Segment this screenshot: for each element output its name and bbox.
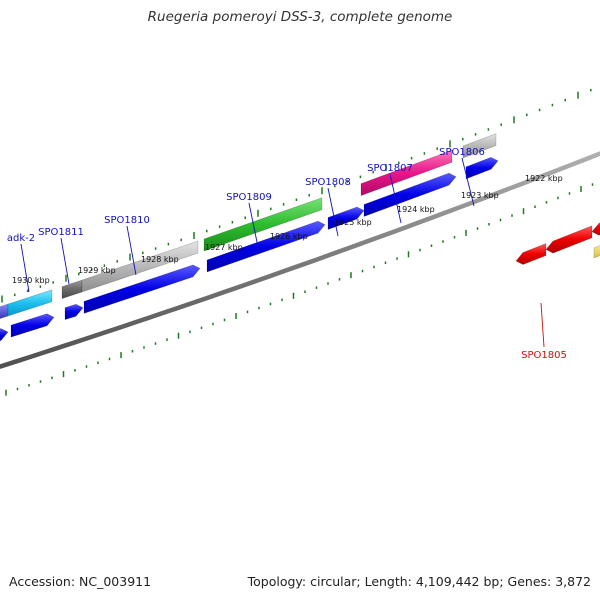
gene-box-right-edge — [593, 245, 600, 259]
cds-arrow-spo1811 — [64, 303, 84, 321]
gene-box-spo1810 — [81, 240, 199, 293]
gene-box-spo1811 — [61, 279, 83, 300]
kbp-label: 1924 kbp — [397, 205, 435, 214]
leader-line — [461, 157, 475, 207]
gene-label: SPO1805 — [521, 350, 567, 361]
genome-summary-text: Topology: circular; Length: 4,109,442 bp… — [247, 574, 591, 589]
gene-box-spo1807 — [360, 149, 453, 197]
gene-label: SPO1809 — [226, 192, 272, 203]
gene-arrow-spo1803 — [591, 222, 600, 236]
gene-label: SPO1806 — [439, 147, 485, 158]
leader-line — [389, 173, 402, 224]
cds-arrow-spo1808 — [327, 206, 365, 230]
backbone-layer — [0, 151, 600, 369]
cds-arrow-spo1806 — [465, 156, 499, 180]
gene-label: SPO1810 — [104, 215, 150, 226]
gene-label: adk-2 — [7, 233, 35, 244]
cds-arrow-spo1809 — [206, 220, 326, 273]
leader-line — [126, 225, 137, 276]
gene-label: SPO1808 — [305, 177, 351, 188]
gene-arrow-spo1805 — [515, 243, 547, 265]
kbp-label: 1922 kbp — [525, 174, 563, 183]
gene-label: SPO1811 — [38, 227, 84, 238]
accession-text: Accession: NC_003911 — [9, 574, 152, 589]
leader-line — [20, 243, 30, 293]
ticks-layer — [1, 88, 594, 396]
cds-arrow-spo1812 — [10, 313, 55, 338]
kbp-label: 1928 kbp — [141, 255, 179, 264]
kbp-label: 1926 kbp — [270, 232, 308, 241]
genome-backbone — [0, 151, 600, 369]
cds-arrow-spo1810 — [83, 264, 201, 314]
kbp-label: 1929 kbp — [78, 266, 116, 275]
gene-box-adk-2 — [7, 289, 53, 317]
labels-layer: 1930 kbp 1929 kbp 1928 kbp 1927 kbp 1926 kbp… — [7, 147, 567, 361]
gene-label: SPO1807 — [367, 163, 413, 174]
map-title: Ruegeria pomeroyi DSS-3, complete genome — [147, 9, 453, 25]
gene-box-spo1806 — [462, 133, 497, 159]
leader-line — [540, 302, 545, 348]
kbp-label: 1927 kbp — [205, 243, 243, 252]
leader-line — [60, 237, 70, 285]
gene-arrow-spo1804 — [545, 225, 593, 254]
gene-box-left-edge — [0, 303, 9, 319]
cds-arrow-spo1807 — [363, 172, 457, 217]
kbp-label: 1923 kbp — [461, 191, 499, 200]
cds-arrow-adk-2 — [0, 328, 9, 342]
leader-line — [327, 187, 339, 237]
kbp-label: 1925 kbp — [334, 218, 372, 227]
kbp-label: 1930 kbp — [12, 276, 50, 285]
leaders-layer — [20, 157, 545, 348]
gene-box-spo1809 — [203, 197, 323, 252]
leader-line — [248, 202, 260, 253]
features-layer — [0, 133, 600, 342]
